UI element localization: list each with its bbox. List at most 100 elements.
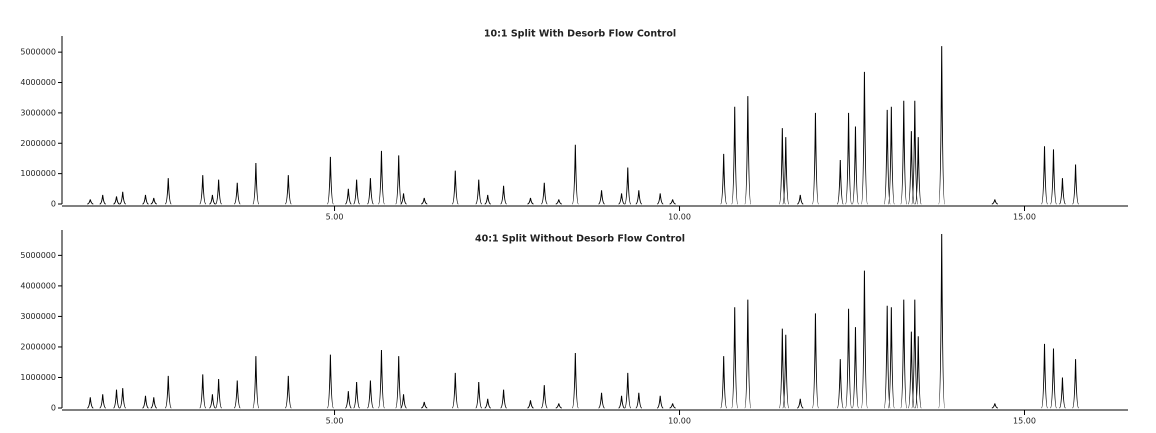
peak — [883, 109, 891, 205]
peak — [731, 106, 739, 205]
peak — [540, 385, 548, 409]
peak — [215, 179, 223, 205]
peak — [883, 305, 891, 409]
peak — [571, 353, 579, 409]
x-tick-label: 5.00 — [326, 417, 344, 426]
peak — [377, 150, 385, 205]
peak — [782, 137, 790, 205]
peak — [720, 153, 728, 205]
peak — [252, 162, 260, 205]
peak — [938, 46, 946, 205]
peak — [233, 380, 241, 409]
peak — [233, 182, 241, 205]
peak — [907, 131, 915, 205]
peak — [284, 175, 292, 205]
peak — [938, 233, 946, 409]
peak — [900, 299, 908, 409]
y-tick-label: 1000000 — [20, 169, 56, 178]
peak — [720, 356, 728, 409]
peak — [353, 179, 361, 205]
peak — [451, 170, 459, 205]
peak — [811, 313, 819, 409]
peak — [744, 96, 752, 205]
peak — [1058, 377, 1066, 409]
peak — [113, 389, 120, 409]
peak — [395, 356, 403, 409]
peak — [164, 178, 172, 205]
peak — [1058, 178, 1066, 205]
peak — [836, 159, 844, 205]
peak — [555, 403, 562, 409]
peak — [345, 188, 352, 205]
peak — [1049, 348, 1057, 409]
peak — [142, 194, 149, 205]
peak — [1049, 149, 1057, 205]
peak — [657, 193, 664, 205]
peak — [811, 112, 819, 205]
peak — [119, 191, 126, 205]
peak — [555, 199, 562, 205]
peak — [215, 378, 223, 409]
y-tick-label: 0 — [51, 200, 56, 209]
peak — [199, 175, 207, 205]
peak — [395, 155, 403, 205]
peak — [914, 336, 922, 409]
peak — [377, 349, 385, 409]
chart-title: 10:1 Split With Desorb Flow Control — [484, 29, 676, 40]
peak — [635, 190, 643, 205]
peak — [199, 374, 207, 409]
peak — [366, 380, 374, 409]
peak — [113, 196, 120, 205]
peak — [851, 327, 859, 409]
peak — [624, 372, 632, 409]
peak — [527, 400, 534, 409]
peak — [635, 392, 643, 409]
peak — [887, 106, 895, 205]
peak — [1041, 146, 1049, 205]
y-tick-label: 2000000 — [20, 342, 56, 351]
peak — [475, 179, 483, 205]
peak — [500, 185, 507, 205]
peak — [571, 144, 579, 205]
peak — [618, 395, 625, 409]
peak — [421, 197, 428, 205]
y-tick-label: 4000000 — [20, 281, 56, 290]
peak — [744, 299, 752, 409]
peak — [484, 398, 491, 409]
peak — [252, 356, 260, 409]
peak — [366, 178, 374, 205]
peak — [900, 100, 908, 205]
peak — [1072, 164, 1080, 205]
peak — [1041, 343, 1049, 409]
peak — [142, 395, 149, 409]
peak — [991, 403, 998, 409]
peak — [421, 401, 428, 409]
peak — [284, 375, 292, 409]
peak — [164, 375, 172, 409]
peak — [860, 71, 868, 205]
peak — [353, 382, 361, 409]
peak — [500, 389, 507, 409]
chart-title: 40:1 Split Without Desorb Flow Control — [475, 234, 685, 245]
peak — [99, 194, 106, 205]
x-tick-label: 5.00 — [326, 213, 344, 222]
peak — [845, 112, 853, 205]
y-tick-label: 0 — [51, 404, 56, 413]
peak — [782, 334, 790, 409]
peak — [475, 382, 483, 409]
peak — [484, 194, 491, 205]
peak — [991, 199, 998, 205]
peak — [618, 193, 625, 205]
x-tick-label: 10.00 — [668, 417, 691, 426]
peak — [860, 270, 868, 409]
peak — [209, 394, 216, 409]
peak — [836, 359, 844, 409]
x-tick-label: 15.00 — [1013, 213, 1036, 222]
peak — [731, 307, 739, 409]
peak — [209, 194, 216, 205]
x-tick-label: 10.00 — [668, 213, 691, 222]
y-tick-label: 4000000 — [20, 78, 56, 87]
y-tick-label: 1000000 — [20, 373, 56, 382]
peak — [541, 182, 548, 205]
peak — [907, 331, 915, 409]
